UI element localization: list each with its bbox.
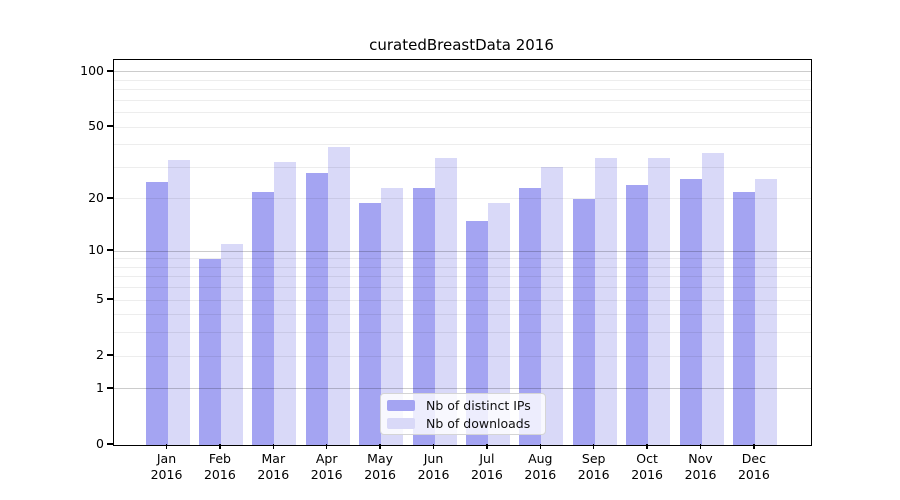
bar-jun-nb-of-distinct-ips <box>412 188 435 445</box>
x-tick-label: May 2016 <box>364 451 396 482</box>
bar-nov-nb-of-distinct-ips <box>679 178 702 445</box>
x-tick <box>539 444 542 449</box>
gridline-minor <box>114 198 811 200</box>
x-tick-label: Sep 2016 <box>577 451 610 482</box>
gridline-major <box>114 250 811 252</box>
gridline-major <box>114 388 811 390</box>
gridline-minor <box>114 287 811 289</box>
gridline-minor <box>114 332 811 334</box>
x-tick-label: Jul 2016 <box>470 451 503 482</box>
x-tick <box>325 444 328 449</box>
y-tick <box>107 249 113 251</box>
y-tick-label: 50 <box>88 118 104 134</box>
x-tick <box>432 444 435 449</box>
bar-jul-nb-of-distinct-ips <box>465 220 488 445</box>
gridline-minor <box>114 166 811 168</box>
x-tick-label: Feb 2016 <box>203 451 236 482</box>
bar-mar-nb-of-downloads <box>274 162 297 445</box>
x-tick-label: Apr 2016 <box>310 451 343 482</box>
x-tick <box>699 444 702 449</box>
gridline-minor <box>114 314 811 316</box>
gridline-minor <box>114 258 811 260</box>
x-tick-label: Mar 2016 <box>257 451 290 482</box>
x-tick <box>272 444 275 449</box>
y-tick <box>107 443 113 445</box>
gridline-minor <box>114 79 811 81</box>
y-tick <box>107 387 113 389</box>
y-tick <box>107 125 113 127</box>
bar-oct-nb-of-downloads <box>648 157 671 445</box>
bar-jan-nb-of-distinct-ips <box>145 181 168 445</box>
y-tick <box>107 354 113 356</box>
x-tick <box>646 444 648 449</box>
y-tick-label: 1 <box>96 379 104 395</box>
x-tick <box>379 444 381 449</box>
legend-item-distinct-ips: Nb of distinct IPs <box>387 398 537 413</box>
y-tick <box>107 70 113 72</box>
bar-sep-nb-of-distinct-ips <box>572 198 595 445</box>
gridline-minor <box>114 99 811 101</box>
gridline-minor <box>114 276 811 278</box>
x-tick <box>486 444 488 449</box>
bar-may-nb-of-distinct-ips <box>359 202 382 445</box>
x-tick-label: Jun 2016 <box>417 451 450 482</box>
y-tick-label: 100 <box>80 62 104 78</box>
bar-oct-nb-of-distinct-ips <box>626 184 649 445</box>
chart-title: curatedBreastData 2016 <box>369 36 554 54</box>
y-tick <box>107 298 113 300</box>
y-tick-label: 0 <box>96 436 104 451</box>
x-tick-label: Nov 2016 <box>684 451 717 482</box>
x-tick-label: Jan 2016 <box>150 451 183 482</box>
legend-label-distinct-ips: Nb of distinct IPs <box>426 397 531 413</box>
gridline-minor <box>114 355 811 357</box>
x-tick <box>592 444 595 449</box>
bar-jan-nb-of-downloads <box>167 159 190 445</box>
bar-sep-nb-of-downloads <box>594 157 617 445</box>
legend-swatch-distinct-ips <box>387 399 415 411</box>
x-tick <box>219 444 221 449</box>
bar-may-nb-of-downloads <box>381 188 404 445</box>
gridline-major <box>114 71 811 73</box>
legend-label-downloads: Nb of downloads <box>426 415 531 431</box>
legend: Nb of distinct IPs Nb of downloads <box>380 393 546 435</box>
y-tick <box>107 197 113 199</box>
bar-feb-nb-of-distinct-ips <box>198 258 221 445</box>
gridline-minor <box>114 89 811 91</box>
gridline-minor <box>114 126 811 128</box>
bar-apr-nb-of-downloads <box>327 146 350 445</box>
plot-area <box>113 59 812 446</box>
x-tick-label: Oct 2016 <box>631 451 663 482</box>
gridline-minor <box>114 112 811 114</box>
bar-jul-nb-of-downloads <box>487 202 510 445</box>
bar-dec-nb-of-downloads <box>754 178 777 445</box>
bar-dec-nb-of-distinct-ips <box>732 191 755 445</box>
y-tick-label: 2 <box>96 347 104 363</box>
y-tick-label: 20 <box>88 189 104 205</box>
y-tick-label: 10 <box>88 242 104 258</box>
x-tick <box>753 444 755 449</box>
bar-aug-nb-of-distinct-ips <box>519 188 542 445</box>
bar-aug-nb-of-downloads <box>541 167 564 445</box>
legend-swatch-downloads <box>387 417 415 429</box>
bar-jun-nb-of-downloads <box>434 157 457 445</box>
bar-feb-nb-of-downloads <box>220 244 243 445</box>
legend-item-downloads: Nb of downloads <box>387 416 537 431</box>
y-tick-label: 5 <box>96 291 104 307</box>
x-tick <box>165 444 168 449</box>
x-tick-label: Aug 2016 <box>524 451 557 482</box>
bar-mar-nb-of-distinct-ips <box>252 191 275 445</box>
x-tick-label: Dec 2016 <box>737 451 770 482</box>
bar-apr-nb-of-distinct-ips <box>305 172 328 445</box>
gridline-minor <box>114 266 811 268</box>
gridline-minor <box>114 299 811 301</box>
bar-nov-nb-of-downloads <box>701 153 724 445</box>
gridline-minor <box>114 144 811 146</box>
